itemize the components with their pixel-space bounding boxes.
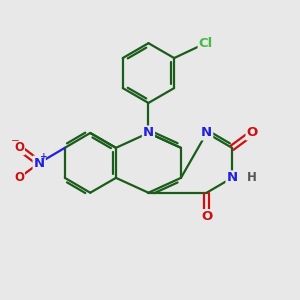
Text: N: N <box>226 171 238 184</box>
Text: O: O <box>201 210 212 223</box>
Text: O: O <box>247 127 258 140</box>
Text: Cl: Cl <box>199 37 213 50</box>
Text: H: H <box>247 171 257 184</box>
Text: N: N <box>143 127 154 140</box>
Text: +: + <box>40 152 47 161</box>
Text: N: N <box>201 127 212 140</box>
Text: N: N <box>34 157 45 169</box>
Text: O: O <box>14 171 24 184</box>
Text: O: O <box>14 141 24 154</box>
Text: −: − <box>11 136 20 146</box>
